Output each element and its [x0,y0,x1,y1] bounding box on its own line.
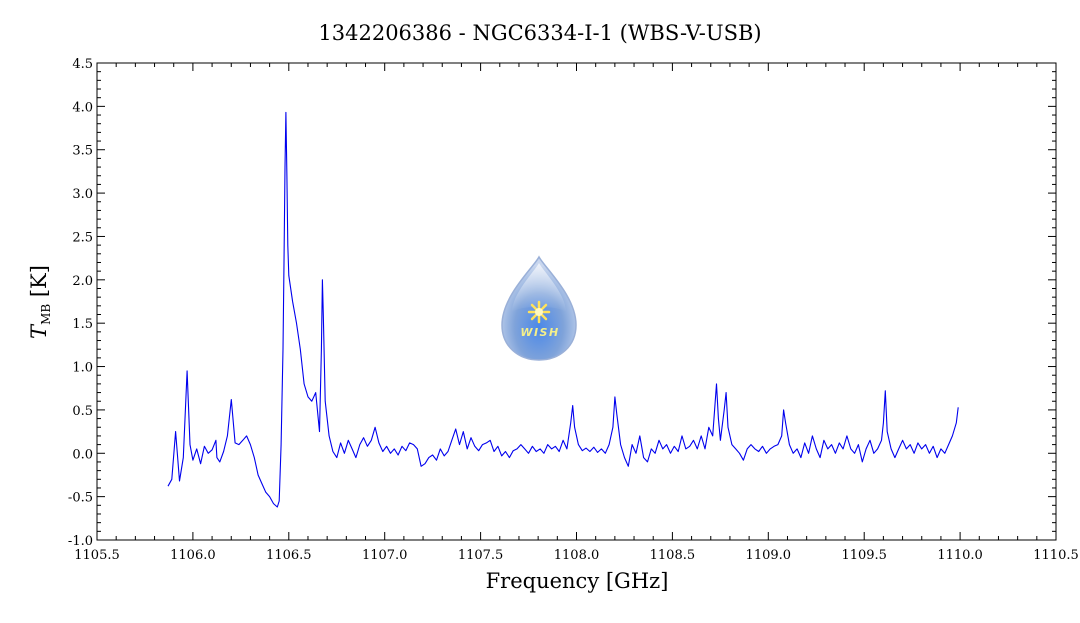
y-axis-label-main: T [27,323,51,339]
y-tick-label: 2.0 [72,274,93,289]
y-axis-label: TMB [K] [27,265,53,339]
x-tick-label: 1107.5 [458,548,504,563]
x-tick-label: 1110.5 [1033,548,1079,563]
x-tick-label: 1106.5 [266,548,312,563]
x-tick-label: 1110.0 [937,548,983,563]
y-tick-label: 1.5 [72,317,93,332]
plot-area: 1105.5 1106.0 1106.5 1107.0 1107.5 1108.0 1108… [68,57,1079,563]
y-tick-label: -0.5 [68,491,93,506]
x-axis-ticks: 1105.5 1106.0 1106.5 1107.0 1107.5 1108.0 1108… [74,63,1079,563]
spectrum-line [167,111,959,508]
y-axis-label-sub: MB [39,304,53,325]
plot-frame [96,62,1057,541]
y-tick-label: 3.0 [72,187,93,202]
y-tick-label: 1.0 [72,361,93,376]
x-tick-label: 1109.0 [746,548,792,563]
y-tick-label: 4.0 [72,100,93,115]
y-tick-label: 4.5 [72,57,93,72]
chart-title: 1342206386 - NGC6334-I-1 (WBS-V-USB) [318,21,761,45]
y-tick-label: 2.5 [72,230,93,245]
y-tick-label: -1.0 [68,534,93,549]
wish-logo-watermark: WISH [501,255,577,361]
x-tick-label: 1106.0 [170,548,216,563]
y-tick-label: 3.5 [72,144,93,159]
x-tick-label: 1105.5 [74,548,120,563]
y-axis-ticks: -1.0 -0.5 0.0 0.5 1.0 1.5 2.0 2.5 3.0 3.5 4.0 4.5 [68,57,1056,549]
x-tick-label: 1109.5 [841,548,887,563]
star-core [535,308,543,316]
x-tick-label: 1108.5 [650,548,696,563]
x-tick-label: 1108.0 [554,548,600,563]
drop-highlight [512,263,566,312]
x-tick-label: 1107.0 [362,548,408,563]
x-axis-label: Frequency [GHz] [486,569,669,593]
y-axis-label-unit: [K] [27,265,51,304]
y-tick-label: 0.5 [72,404,93,419]
watermark-text: WISH [520,326,559,339]
y-tick-label: 0.0 [72,447,93,462]
